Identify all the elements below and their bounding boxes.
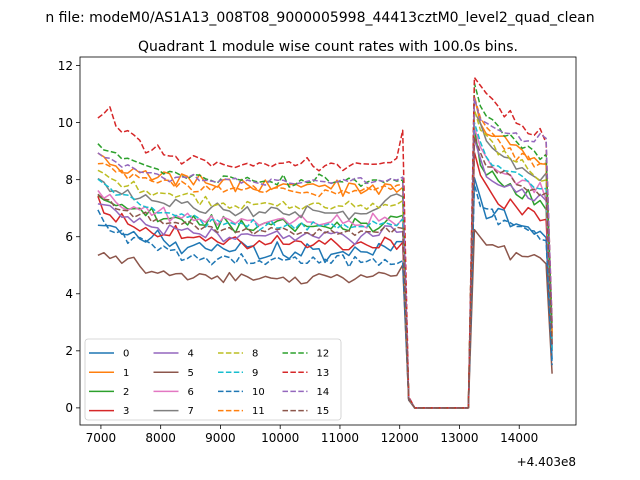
- series-line-6: [97, 126, 553, 409]
- series-line-3: [97, 151, 553, 409]
- y-tick-label: 10: [58, 116, 73, 130]
- figure-suptitle: n file: modeM0/AS1A13_008T08_9000005998_…: [45, 10, 594, 26]
- y-tick-label: 4: [65, 287, 73, 301]
- x-tick-label: 11000: [321, 431, 359, 445]
- x-tick-label: 10000: [261, 431, 299, 445]
- x-tick-label: 14000: [500, 431, 538, 445]
- series-line-14: [97, 97, 553, 409]
- y-tick-label: 8: [65, 173, 73, 187]
- x-offset-label: +4.403e8: [517, 455, 576, 469]
- series-line-11: [97, 95, 553, 409]
- y-tick-label: 0: [65, 401, 73, 415]
- series-line-13: [97, 76, 553, 409]
- legend-label-3: 3: [123, 406, 129, 417]
- legend-label-9: 9: [252, 368, 258, 379]
- x-tick-label: 8000: [145, 431, 176, 445]
- legend-label-5: 5: [188, 368, 194, 379]
- plot-area-frame: [79, 56, 577, 426]
- x-tick-label: 13000: [440, 431, 478, 445]
- legend-label-10: 10: [252, 387, 265, 398]
- legend-label-0: 0: [123, 349, 129, 360]
- x-tick-label: 7000: [86, 431, 117, 445]
- legend-label-12: 12: [317, 349, 330, 360]
- series-line-0: [97, 176, 553, 409]
- y-tick-label: 2: [65, 344, 73, 358]
- legend-label-6: 6: [188, 387, 194, 398]
- legend-label-15: 15: [317, 406, 330, 417]
- legend-label-11: 11: [252, 406, 265, 417]
- x-axis: 7000 8000 9000 10000 11000 12000 13000 14000: [86, 425, 538, 445]
- legend-frame: [84, 338, 342, 421]
- series-line-5: [97, 228, 553, 409]
- legend-label-7: 7: [188, 406, 194, 417]
- legend-label-1: 1: [123, 368, 129, 379]
- series-line-4: [97, 138, 553, 409]
- legend-label-14: 14: [317, 387, 330, 398]
- chart-title: Quadrant 1 module wise count rates with …: [138, 39, 518, 55]
- series-line-10: [97, 183, 553, 409]
- y-tick-label: 6: [65, 230, 73, 244]
- y-axis: 0 2 4 6 8 10 12: [58, 59, 80, 415]
- series-line-12: [97, 82, 553, 409]
- legend-label-2: 2: [123, 387, 129, 398]
- legend-label-4: 4: [188, 349, 194, 360]
- series-line-8: [97, 108, 553, 409]
- series-layer: [97, 76, 553, 409]
- y-tick-label: 12: [58, 59, 73, 73]
- x-tick-label: 12000: [381, 431, 419, 445]
- x-tick-label: 9000: [205, 431, 236, 445]
- legend-label-8: 8: [252, 349, 258, 360]
- series-line-15: [97, 135, 553, 409]
- series-line-9: [97, 121, 553, 409]
- legend-label-13: 13: [317, 368, 330, 379]
